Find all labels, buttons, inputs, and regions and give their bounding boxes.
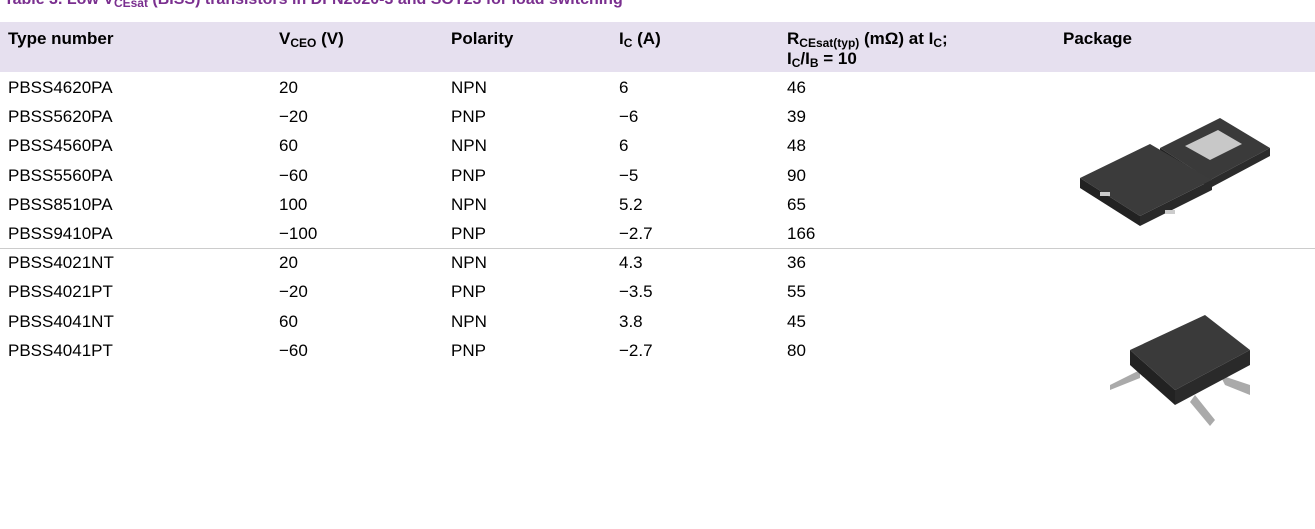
sot23-package-image	[1110, 315, 1250, 426]
text-run: V	[279, 29, 291, 48]
cell: −3.5	[619, 282, 653, 302]
header-cell: Polarity	[451, 29, 513, 49]
cell: PBSS9410PA	[8, 224, 113, 243]
cell: PBSS4021NT	[8, 253, 114, 273]
cell: 60	[279, 311, 298, 331]
cell: 6	[619, 78, 629, 97]
cell: PNP	[451, 107, 486, 127]
subscript: CEO	[290, 36, 317, 50]
cell: 60	[279, 136, 298, 156]
cell: −2.7	[619, 224, 653, 243]
cell: PNP	[451, 224, 486, 243]
cell: NPN	[451, 253, 487, 273]
header-line: Polarity	[451, 29, 513, 49]
cell: PBSS4041NT	[8, 311, 114, 331]
header-line: IC/IB = 10	[787, 49, 948, 69]
cell: 90	[787, 165, 806, 185]
cell: 48	[787, 136, 806, 156]
header-line: RCEsat(typ) (mΩ) at IC;	[787, 29, 948, 49]
text-run: /I	[800, 49, 810, 68]
text-run: I	[787, 49, 792, 68]
cell: −60	[279, 340, 308, 360]
header-line: VCEO (V)	[279, 29, 344, 49]
text-run: Type number	[8, 29, 114, 48]
text-run: (mΩ) at I	[859, 29, 934, 48]
cell: 166	[787, 224, 816, 243]
header-row	[0, 22, 1315, 72]
cell: 100	[279, 194, 308, 214]
subscript: C	[623, 36, 633, 50]
cell: PNP	[451, 165, 486, 185]
cell: 39	[787, 107, 806, 127]
cell: PBSS8510PA	[8, 194, 113, 214]
text-run: I	[619, 29, 624, 48]
text-run: (V)	[316, 29, 344, 48]
cell: 4.3	[619, 253, 643, 273]
cell: −100	[279, 224, 318, 243]
text-run: ;	[942, 29, 948, 48]
cell: NPN	[451, 311, 487, 331]
group-separator	[0, 248, 1315, 249]
cell: PNP	[451, 340, 486, 360]
subscript: CEsat	[113, 0, 148, 10]
subscript: B	[809, 56, 819, 70]
text-run: = 10	[818, 49, 857, 68]
cell: 36	[787, 253, 806, 273]
header-cell: Type number	[8, 29, 113, 49]
header-line: Package	[1063, 29, 1132, 49]
cell: 55	[787, 282, 806, 302]
cell: −6	[619, 107, 639, 127]
cell: NPN	[451, 136, 487, 156]
cell: PBSS4041PT	[8, 340, 113, 360]
text-run: Table 3. Low V	[4, 0, 114, 8]
cell: 80	[787, 340, 806, 360]
cell: 46	[787, 78, 806, 97]
cell: NPN	[451, 194, 487, 214]
text-run: Package	[1063, 29, 1132, 48]
cell: 6	[619, 136, 629, 156]
subscript: CEsat(typ)	[799, 36, 860, 50]
cell: 65	[787, 194, 806, 214]
header-line: Type number	[8, 29, 113, 49]
cell: PBSS4560PA	[8, 136, 113, 156]
subscript: C	[791, 56, 801, 70]
header-cell: VCEO (V)	[279, 29, 344, 49]
cell: −20	[279, 282, 308, 302]
text-run: Polarity	[451, 29, 514, 48]
dfn-package-image	[1080, 118, 1270, 226]
header-cell: Package	[1063, 29, 1132, 49]
cell: 3.8	[619, 311, 643, 331]
text-run: R	[787, 29, 800, 48]
cell: PBSS5560PA	[8, 165, 113, 185]
table-title: Table 3. Low VCEsat (BISS) transistors i…	[4, 0, 623, 9]
cell: 20	[279, 253, 298, 273]
cell: PBSS4620PA	[8, 78, 113, 97]
text-run: (A)	[632, 29, 661, 48]
cell: PNP	[451, 282, 486, 302]
cell: −5	[619, 165, 639, 185]
cell: 20	[279, 78, 298, 97]
cell: −60	[279, 165, 308, 185]
cell: PBSS5620PA	[8, 107, 113, 127]
subscript: C	[933, 36, 943, 50]
cell: −2.7	[619, 340, 653, 360]
header-line: IC (A)	[619, 29, 661, 49]
cell: 45	[787, 311, 806, 331]
cell: 5.2	[619, 194, 643, 214]
header-cell: IC (A)	[619, 29, 661, 49]
header-cell: RCEsat(typ) (mΩ) at IC; IC/IB = 10	[787, 29, 948, 69]
text-run: (BISS) transistors in DFN2020-3 and SOT2…	[148, 0, 622, 8]
cell: −20	[279, 107, 308, 127]
cell: PBSS4021PT	[8, 282, 113, 302]
cell: NPN	[451, 78, 487, 97]
